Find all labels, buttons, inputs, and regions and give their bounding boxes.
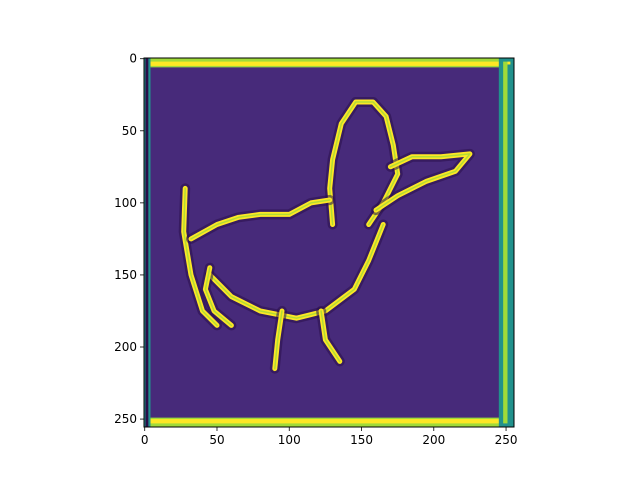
x-tick-label: 150 bbox=[350, 433, 373, 447]
heatmap-border-edges bbox=[144, 58, 514, 427]
x-tick-label: 100 bbox=[278, 433, 301, 447]
border-right-line bbox=[507, 61, 511, 65]
stroke-core-belly-inner bbox=[209, 223, 384, 319]
axes-frame bbox=[143, 57, 515, 428]
y-tick-label: 250 bbox=[114, 412, 137, 426]
y-axis: 0 50 100 150 200 250 bbox=[114, 52, 144, 426]
border-bottom-line bbox=[147, 419, 511, 424]
border-left-line bbox=[145, 58, 149, 427]
x-tick-label: 50 bbox=[209, 433, 224, 447]
heatmap-image bbox=[144, 58, 514, 427]
y-tick-label: 0 bbox=[129, 52, 137, 66]
stroke-core-tail-left bbox=[182, 187, 218, 327]
y-tick-label: 200 bbox=[114, 340, 137, 354]
border-right-mid bbox=[503, 61, 508, 424]
stroke-core-leg-left bbox=[274, 310, 283, 370]
x-axis: 0 50 100 150 200 250 bbox=[141, 427, 518, 447]
x-tick-label: 0 bbox=[141, 433, 149, 447]
y-tick-label: 100 bbox=[114, 196, 137, 210]
axes: 0 50 100 150 200 250 0 50 100 150 200 250 bbox=[114, 52, 517, 447]
heatmap-background bbox=[144, 58, 514, 427]
border-top-line bbox=[147, 61, 511, 66]
stroke-core-beak bbox=[375, 153, 471, 211]
stroke-core-head-and-neck bbox=[328, 101, 399, 226]
x-tick-label: 200 bbox=[422, 433, 445, 447]
x-tick-label: 250 bbox=[495, 433, 518, 447]
stroke-core-tail-inner bbox=[204, 266, 233, 327]
heatmap-drawing-edges bbox=[178, 97, 475, 374]
y-tick-label: 150 bbox=[114, 268, 137, 282]
stroke-core-back-top bbox=[190, 199, 331, 240]
y-tick-label: 50 bbox=[122, 124, 137, 138]
stroke-core-leg-right bbox=[320, 310, 341, 363]
